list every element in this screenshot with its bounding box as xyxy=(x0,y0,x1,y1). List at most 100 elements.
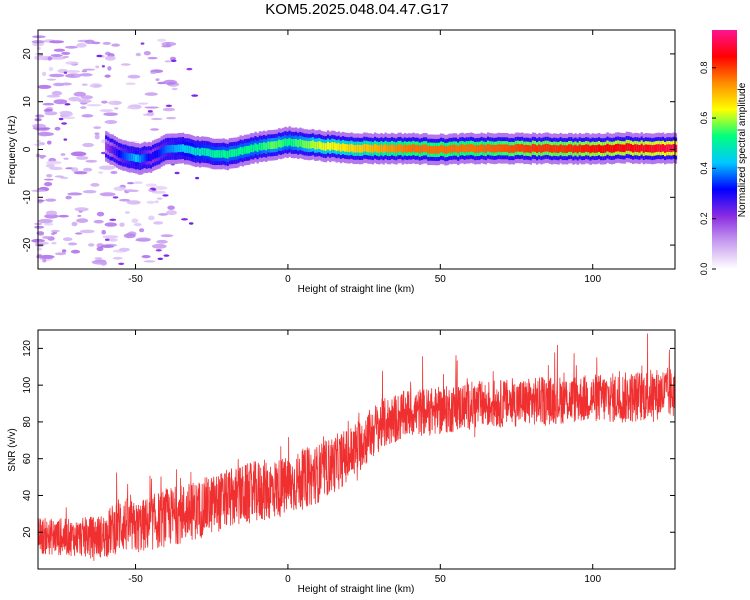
ridge-cell xyxy=(610,145,614,153)
ridge-cell xyxy=(105,142,108,151)
noise-blob xyxy=(78,99,92,103)
noise-blob xyxy=(101,100,108,104)
ridge-cell xyxy=(390,144,394,152)
ridge-cell xyxy=(350,143,353,152)
ridge-cell xyxy=(546,144,550,152)
noise-blob xyxy=(143,260,156,263)
ridge-cell xyxy=(284,138,287,146)
noise-blob xyxy=(63,138,68,141)
noise-blob xyxy=(118,262,125,265)
noise-blob xyxy=(60,153,66,156)
ridge-cell xyxy=(361,145,364,153)
noise-blob xyxy=(163,254,170,257)
ridge-cell xyxy=(600,145,603,153)
ridge-cell xyxy=(472,144,475,153)
ridge-cell xyxy=(275,141,279,149)
ridge-cell xyxy=(670,144,673,153)
ridge-cell xyxy=(329,143,332,151)
noise-blob xyxy=(165,104,173,108)
ridge-cell xyxy=(540,145,543,153)
noise-blob xyxy=(127,74,141,79)
y-tick-label: -10 xyxy=(22,190,33,205)
noise-blob xyxy=(155,249,162,252)
noise-blob xyxy=(171,87,178,91)
noise-blob xyxy=(73,171,88,175)
ridge-cell xyxy=(401,145,404,154)
ridge-cell xyxy=(486,143,490,152)
snr-border xyxy=(37,329,676,570)
ridge-cell xyxy=(666,144,669,152)
noise-blob xyxy=(37,84,52,89)
ridge-cell xyxy=(653,144,656,153)
noise-blob xyxy=(155,78,160,81)
noise-blob xyxy=(147,110,153,113)
snr-y-axis-label: SNR (v/v) xyxy=(7,428,18,471)
noise-blob xyxy=(151,243,167,249)
noise-blob xyxy=(34,114,45,118)
noise-blob xyxy=(97,171,104,174)
ridge-cell xyxy=(320,142,323,150)
ridge-cell xyxy=(120,150,123,159)
ridge-cell xyxy=(580,145,584,153)
ridge-cell xyxy=(280,140,283,148)
ridge-cell xyxy=(542,144,545,153)
noise-blob xyxy=(119,222,125,227)
ridge-cell xyxy=(461,144,464,152)
x-tick-label: 50 xyxy=(435,574,447,585)
noise-blob xyxy=(99,109,114,113)
ridge-cell xyxy=(429,145,432,154)
noise-blob xyxy=(146,111,155,117)
noise-blob xyxy=(52,231,58,235)
noise-blob xyxy=(101,229,106,235)
ridge-cell xyxy=(495,144,498,153)
noise-blob xyxy=(42,258,47,263)
noise-blob xyxy=(96,211,105,217)
noise-blob xyxy=(99,192,116,197)
ridge-cell xyxy=(463,145,466,153)
noise-blob xyxy=(46,78,57,81)
noise-blob xyxy=(113,186,126,191)
ridge-cell xyxy=(271,141,274,150)
colorbar-ticks: 0.0 0.2 0.4 0.6 0.8 xyxy=(699,61,716,275)
noise-blob xyxy=(49,40,64,44)
ridge-cell xyxy=(514,144,518,152)
noise-blob xyxy=(91,41,101,45)
ridge-cell xyxy=(448,145,451,153)
ridge-cell xyxy=(634,144,637,152)
colorbar-tick-label: 0.6 xyxy=(699,112,709,125)
noise-blob xyxy=(139,228,145,233)
noise-blob xyxy=(137,102,149,105)
noise-blob xyxy=(67,192,83,196)
noise-blob xyxy=(58,214,69,218)
noise-blob xyxy=(150,71,157,75)
ridge-cell xyxy=(619,144,622,152)
noise-blob xyxy=(76,42,87,48)
ridge-cell xyxy=(388,145,392,153)
ridge-cell xyxy=(145,153,148,162)
ridge-cell xyxy=(245,146,249,154)
spectrogram-panel: -50 0 50 100 -20 -10 0 10 20 Height of straight… xyxy=(7,29,678,295)
ridge-cell xyxy=(444,146,447,154)
ridge-cell xyxy=(435,146,439,154)
spectrogram-ridge xyxy=(105,126,678,175)
noise-blob xyxy=(61,51,71,56)
ridge-cell xyxy=(188,145,191,154)
ridge-cell xyxy=(602,145,605,153)
noise-blob xyxy=(114,107,119,110)
ridge-cell xyxy=(397,144,400,152)
ridge-cell xyxy=(644,144,648,152)
ridge-cell xyxy=(288,137,291,146)
noise-blob xyxy=(150,128,160,131)
y-tick-label: 20 xyxy=(22,48,33,60)
ridge-cell xyxy=(563,145,567,153)
noise-blob xyxy=(156,197,163,200)
noise-blob xyxy=(38,131,51,137)
ridge-cell xyxy=(672,144,675,152)
noise-blob xyxy=(67,242,78,246)
ridge-cell xyxy=(649,144,652,153)
noise-blob xyxy=(45,198,57,202)
noise-blob xyxy=(65,195,72,200)
ridge-cell xyxy=(254,143,257,151)
ridge-cell xyxy=(555,145,558,153)
x-tick-label: -50 xyxy=(128,574,143,585)
